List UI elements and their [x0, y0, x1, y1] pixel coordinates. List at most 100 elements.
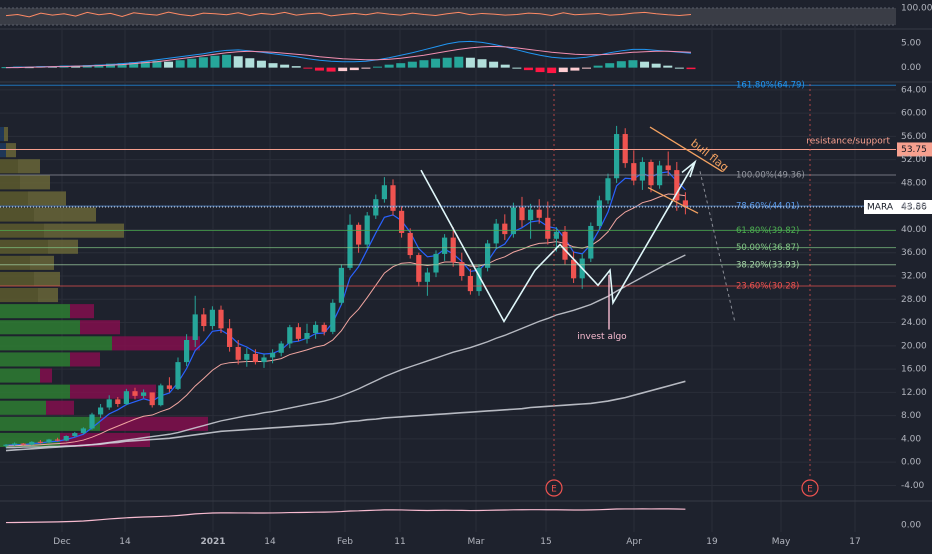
- candle-body[interactable]: [553, 231, 559, 239]
- moving-average-line: [5, 171, 686, 446]
- candle-body[interactable]: [665, 165, 671, 171]
- candle-body[interactable]: [244, 353, 250, 360]
- candle-body[interactable]: [63, 436, 69, 441]
- candle-body[interactable]: [416, 255, 422, 282]
- candle-body[interactable]: [192, 314, 198, 340]
- candle-body[interactable]: [485, 243, 491, 268]
- candle-body[interactable]: [493, 223, 499, 244]
- bull-flag-upper-line: [649, 126, 723, 172]
- volume-profile-down-bar: [4, 127, 8, 142]
- candle-body[interactable]: [20, 443, 26, 445]
- macd-histogram-bar: [500, 64, 510, 68]
- macd-histogram-bar: [291, 66, 301, 68]
- candle-body[interactable]: [3, 444, 9, 446]
- candle-body[interactable]: [631, 163, 637, 181]
- candle-body[interactable]: [261, 357, 267, 363]
- candle-body[interactable]: [330, 302, 336, 332]
- candle-body[interactable]: [252, 353, 258, 363]
- candle-body[interactable]: [347, 224, 353, 268]
- candle-body[interactable]: [674, 170, 680, 201]
- price-tick-label: 12.00: [901, 388, 927, 398]
- candle-body[interactable]: [381, 185, 387, 200]
- candle-body[interactable]: [184, 340, 190, 363]
- lower-panel[interactable]: [5, 508, 686, 524]
- candle-body[interactable]: [467, 276, 473, 292]
- candle-body[interactable]: [648, 161, 654, 186]
- earnings-marker[interactable]: [801, 479, 819, 497]
- price-tick-label: -4.00: [901, 481, 925, 491]
- candle-body[interactable]: [622, 134, 628, 164]
- candle-body[interactable]: [98, 407, 104, 415]
- candle-body[interactable]: [106, 399, 112, 408]
- candle-body[interactable]: [519, 207, 525, 221]
- candle-body[interactable]: [442, 237, 448, 254]
- macd-panel[interactable]: [1, 40, 696, 74]
- candle-body[interactable]: [270, 352, 276, 358]
- volume-profile-up-bar: [0, 304, 70, 319]
- candle-body[interactable]: [545, 217, 551, 239]
- candle-body[interactable]: [72, 433, 78, 436]
- candle-body[interactable]: [37, 441, 43, 443]
- candle-body[interactable]: [287, 327, 293, 344]
- candle-body[interactable]: [450, 237, 456, 263]
- candle-body[interactable]: [166, 385, 172, 389]
- candle-body[interactable]: [132, 391, 138, 396]
- candle-body[interactable]: [201, 314, 207, 327]
- fibonacci-retracement[interactable]: 161.80%(64.79) 100.00%(49.36) 78.60%(44.01…: [0, 81, 896, 292]
- candle-body[interactable]: [407, 232, 413, 256]
- candle-body[interactable]: [123, 391, 129, 404]
- candle-body[interactable]: [149, 392, 155, 406]
- candle-body[interactable]: [278, 343, 284, 353]
- candle-body[interactable]: [209, 309, 215, 327]
- candle-body[interactable]: [356, 224, 362, 245]
- candle-body[interactable]: [29, 441, 35, 445]
- candle-body[interactable]: [141, 392, 147, 396]
- candle-body[interactable]: [502, 223, 508, 235]
- candles[interactable]: [3, 125, 688, 448]
- candle-body[interactable]: [158, 385, 164, 406]
- candle-body[interactable]: [304, 333, 310, 339]
- macd-histogram-bar: [442, 57, 452, 68]
- time-tick-label: 19: [706, 537, 718, 547]
- candle-body[interactable]: [80, 428, 86, 434]
- candle-body[interactable]: [596, 200, 602, 226]
- candle-body[interactable]: [682, 200, 688, 207]
- candle-body[interactable]: [459, 262, 465, 276]
- candle-body[interactable]: [614, 134, 620, 179]
- volume-profile: [0, 127, 208, 447]
- rsi-panel[interactable]: [0, 7, 896, 26]
- volume-profile-down-bar: [18, 159, 40, 174]
- candle-body[interactable]: [46, 439, 52, 443]
- candle-body[interactable]: [399, 210, 405, 233]
- candle-body[interactable]: [605, 178, 611, 201]
- candle-body[interactable]: [476, 267, 482, 292]
- candle-body[interactable]: [321, 324, 327, 332]
- candle-body[interactable]: [235, 346, 241, 360]
- candle-body[interactable]: [227, 328, 233, 347]
- candle-body[interactable]: [295, 327, 301, 339]
- candle-body[interactable]: [115, 399, 121, 404]
- candle-body[interactable]: [12, 443, 18, 445]
- earnings-marker[interactable]: [545, 479, 563, 497]
- candle-body[interactable]: [510, 207, 516, 235]
- candle-body[interactable]: [175, 362, 181, 389]
- candle-body[interactable]: [639, 161, 645, 181]
- candle-body[interactable]: [390, 185, 396, 211]
- volume-profile-down-bar: [28, 191, 66, 206]
- candle-body[interactable]: [571, 259, 577, 279]
- candle-body[interactable]: [338, 267, 344, 303]
- macd-histogram-bar: [187, 58, 197, 68]
- candle-body[interactable]: [536, 209, 542, 218]
- candle-body[interactable]: [433, 253, 439, 273]
- candle-body[interactable]: [588, 225, 594, 259]
- candle-body[interactable]: [89, 414, 95, 429]
- candle-body[interactable]: [562, 231, 568, 260]
- candle-body[interactable]: [528, 209, 534, 221]
- candle-body[interactable]: [218, 309, 224, 329]
- candle-body[interactable]: [55, 439, 61, 441]
- candle-body[interactable]: [424, 272, 430, 282]
- macd-histogram-bar: [384, 64, 394, 68]
- candle-body[interactable]: [313, 324, 319, 334]
